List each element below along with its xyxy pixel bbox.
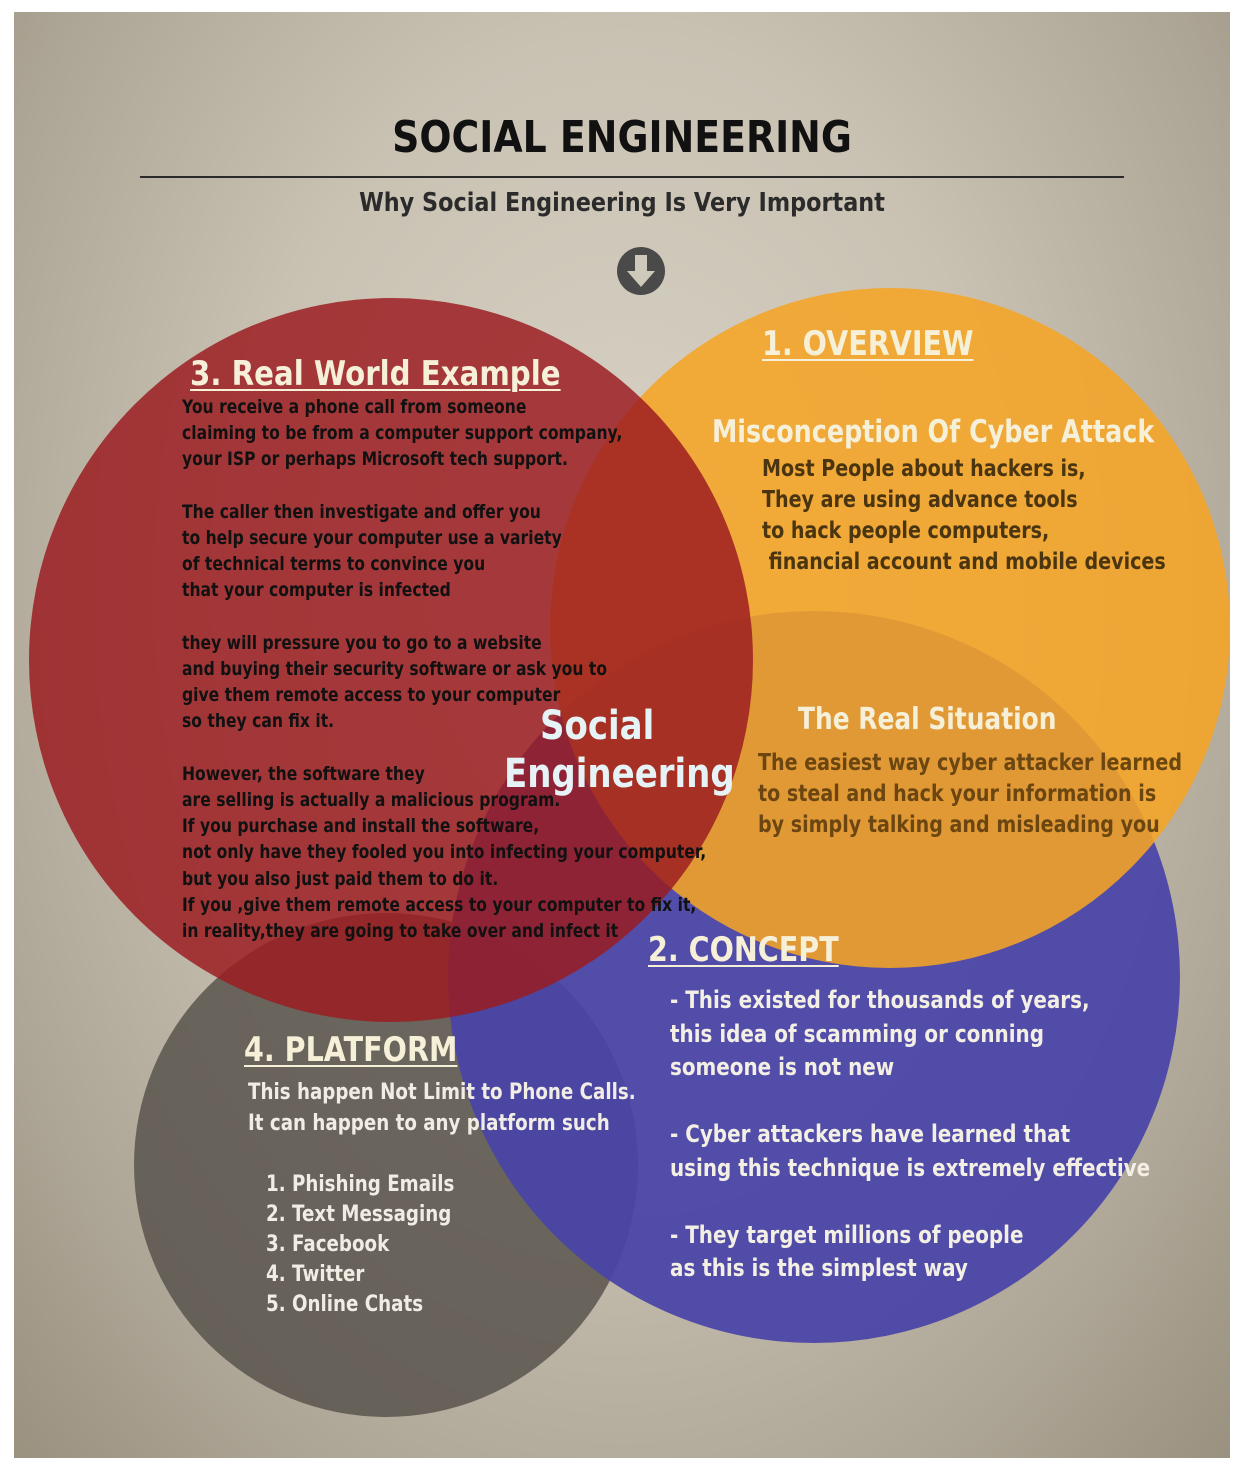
real-world-example-line: If you ,give them remote access to your … (182, 893, 697, 916)
real-world-example-line: The caller then investigate and offer yo… (182, 500, 541, 523)
real-world-example-line: of technical terms to convince you (182, 553, 486, 576)
page-subtitle: Why Social Engineering Is Very Important (359, 188, 885, 218)
concept-line: - Cyber attackers have learned that (670, 1120, 1071, 1148)
real-world-example-line: You receive a phone call from someone (182, 396, 527, 418)
real-world-example-line: your ISP or perhaps Microsoft tech suppo… (182, 448, 568, 471)
real-world-example-circle (29, 298, 753, 1022)
overview-heading: 1. OVERVIEW (762, 324, 974, 364)
platform-intro-line: It can happen to any platform such (248, 1110, 610, 1136)
venn-diagram (29, 288, 1230, 1417)
concept-heading: 2. CONCEPT (648, 930, 839, 970)
real-world-example-line: If you purchase and install the software… (182, 815, 540, 838)
concept-line: - They target millions of people (670, 1220, 1024, 1249)
platform-intro-line: This happen Not Limit to Phone Calls. (248, 1080, 636, 1105)
real-world-example-line: to help secure your computer use a varie… (182, 527, 562, 549)
concept-line: as this is the simplest way (670, 1254, 968, 1282)
overview-subheading: Misconception Of Cyber Attack (712, 414, 1155, 450)
concept-line: - This existed for thousands of years, (670, 986, 1090, 1014)
real-situation-line: The easiest way cyber attacker learned (758, 750, 1183, 776)
platform-list-item: 5. Online Chats (266, 1292, 424, 1317)
real-world-example-line: they will pressure you to go to a websit… (182, 631, 542, 654)
overview-line: financial account and mobile devices (762, 549, 1166, 575)
center-label-line-2: Engineering (504, 751, 735, 797)
real-world-example-line: claiming to be from a computer support c… (182, 422, 623, 445)
real-world-example-line: in reality,they are going to take over a… (182, 920, 619, 942)
real-world-example-line: are selling is actually a malicious prog… (182, 789, 561, 811)
real-situation-heading: The Real Situation (798, 702, 1057, 737)
concept-line: someone is not new (670, 1053, 895, 1081)
real-situation-line: to steal and hack your information is (758, 781, 1157, 807)
overview-line: They are using advance tools (762, 487, 1078, 513)
concept-line: using this technique is extremely effect… (670, 1153, 1151, 1182)
platform-list-item: 2. Text Messaging (266, 1202, 452, 1227)
real-world-example-line: that your computer is infected (182, 579, 451, 602)
platform-list-item: 3. Facebook (266, 1232, 390, 1257)
real-world-example-line: so they can fix it. (182, 710, 335, 733)
overview-line: Most People about hackers is, (762, 456, 1086, 482)
real-world-example-heading: 3. Real World Example (190, 354, 561, 394)
real-world-example-line: but you also just paid them to do it. (182, 867, 499, 890)
real-world-example-line: give them remote access to your computer (182, 684, 561, 707)
real-world-example-line: and buying their security software or as… (182, 658, 608, 680)
platform-heading: 4. PLATFORM (244, 1030, 458, 1070)
center-label-line-1: Social (540, 703, 655, 749)
platform-list-item: 4. Twitter (266, 1262, 365, 1287)
platform-list-item: 1. Phishing Emails (266, 1172, 455, 1197)
overview-line: to hack people computers, (762, 518, 1050, 544)
infographic-poster: SOCIAL ENGINEERING Why Social Engineerin… (14, 12, 1230, 1458)
down-arrow-circle-icon (617, 247, 665, 295)
real-situation-line: by simply talking and misleading you (758, 812, 1160, 838)
real-world-example-line: not only have they fooled you into infec… (182, 841, 707, 864)
page-title: SOCIAL ENGINEERING (392, 112, 852, 163)
real-world-example-line: However, the software they (182, 762, 425, 785)
concept-line: this idea of scamming or conning (670, 1019, 1044, 1048)
title-divider (140, 176, 1124, 178)
